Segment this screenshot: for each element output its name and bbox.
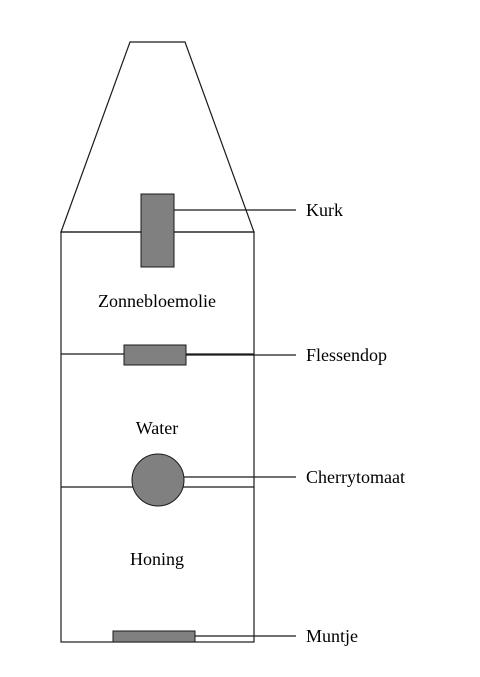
callout-label-bottle-cap: Flessendop	[306, 345, 387, 365]
bottle-cap-object	[123, 344, 187, 366]
layer-label-oil: Zonnebloemolie	[98, 291, 216, 311]
coin-object	[112, 630, 196, 643]
cork-object	[140, 193, 175, 268]
cherry-tomato-object	[131, 453, 185, 507]
layer-label-water: Water	[136, 418, 179, 438]
callout-label-cork: Kurk	[306, 200, 343, 220]
callout-label-cherry-tomato: Cherrytomaat	[306, 467, 405, 487]
callout-label-coin: Muntje	[306, 626, 358, 646]
layer-label-honey: Honing	[130, 549, 184, 569]
